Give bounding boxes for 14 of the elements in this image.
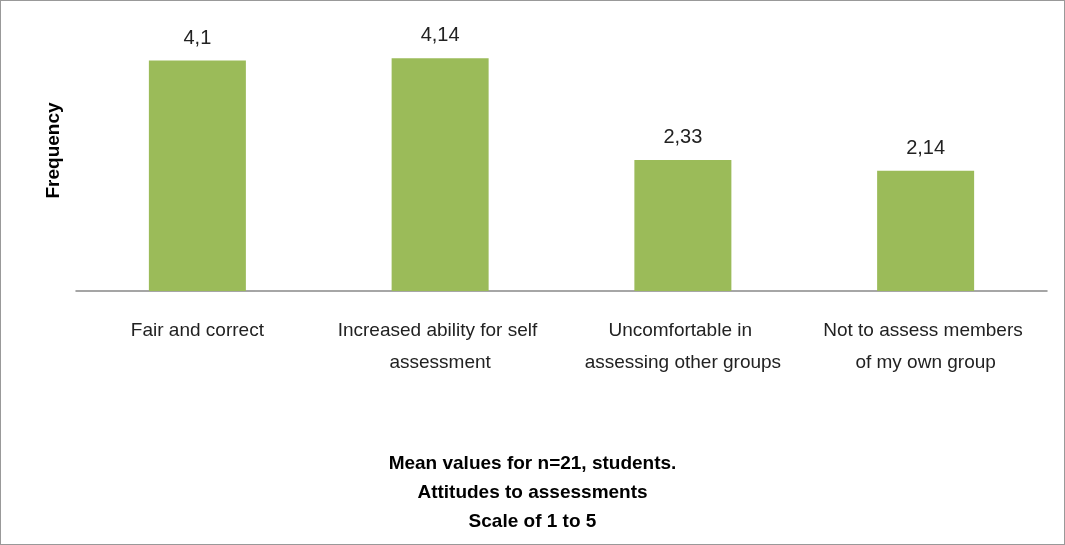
- x-tick-label: Not to assess members of my own group: [823, 318, 1029, 372]
- bar: [391, 58, 489, 291]
- bar: [148, 60, 246, 291]
- x-tick-label: Uncomfortable in assessing other groups: [584, 318, 782, 372]
- y-axis-title: Frequency: [42, 102, 63, 199]
- data-label: 4,1: [183, 25, 212, 48]
- data-label: 2,14: [906, 135, 946, 158]
- data-label: 2,33: [663, 125, 703, 148]
- bar: [877, 170, 975, 291]
- data-label: 4,14: [420, 23, 460, 46]
- bar: [634, 160, 732, 291]
- x-tick-label: Increased ability for self assessment: [337, 318, 543, 372]
- text: Mean values for n=21, students. Attitudes to assessments Scale of 1 to 5: [388, 452, 677, 531]
- x-tick-label: Fair and correct: [130, 318, 265, 340]
